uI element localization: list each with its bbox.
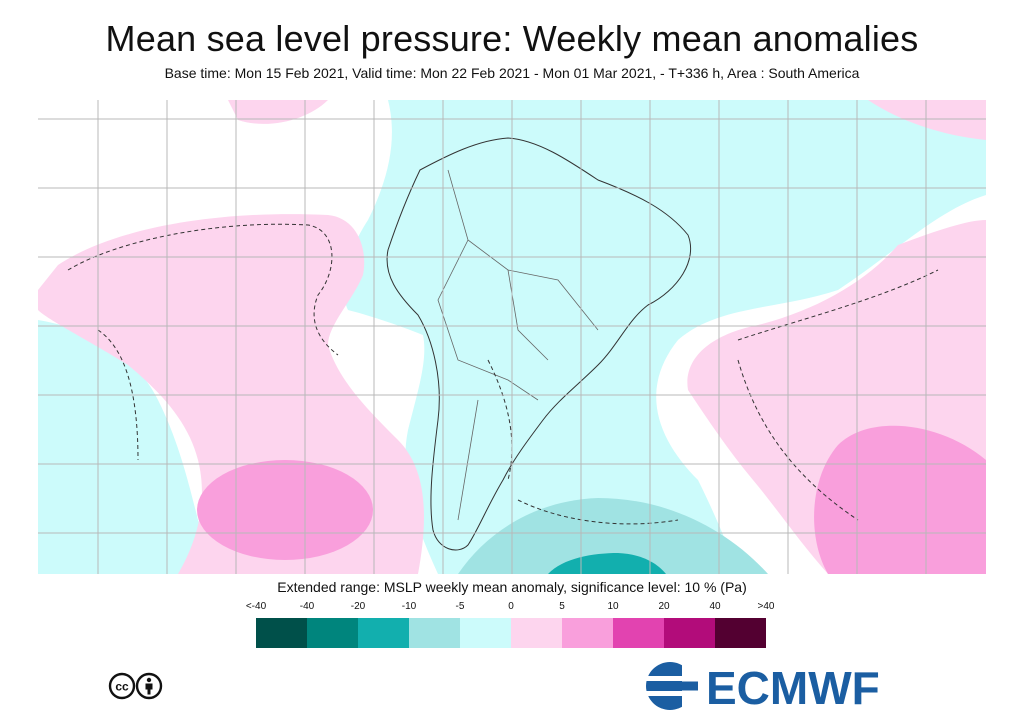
anomaly-core-atlantic: [814, 425, 986, 574]
anomaly-region-cyan: [188, 100, 986, 574]
legend-swatch: [511, 618, 562, 648]
anomaly-region-drake-10: [458, 498, 768, 574]
legend-tick: >40: [757, 601, 775, 612]
legend-tick: 5: [559, 601, 565, 612]
legend-tick: -5: [455, 601, 465, 612]
legend-tick: 10: [607, 601, 619, 612]
page-subtitle: Base time: Mon 15 Feb 2021, Valid time: …: [164, 65, 860, 81]
legend-swatch: [256, 618, 307, 648]
ecmwf-logo-text: ECMWF: [706, 662, 880, 712]
anomaly-region-cyan-west: [38, 320, 218, 574]
cc-by-icon[interactable]: cc: [108, 672, 164, 700]
anomaly-region-drake-20: [548, 553, 666, 574]
page-title: Mean sea level pressure: Weekly mean ano…: [105, 18, 919, 59]
legend-swatch: [307, 618, 358, 648]
dashed-significance-contours: [67, 223, 939, 525]
legend-swatch: [613, 618, 664, 648]
legend-swatch: [664, 618, 715, 648]
legend-swatch: [715, 618, 766, 648]
ecmwf-logo-mark: [646, 660, 698, 712]
legend-tick: 0: [508, 601, 514, 612]
map-graticule: [38, 100, 986, 574]
legend-swatch: [562, 618, 613, 648]
legend-tick: 40: [709, 601, 721, 612]
legend-tick: -20: [350, 601, 366, 612]
legend-color-bar: [256, 618, 766, 648]
country-borders: [437, 169, 599, 521]
legend-ticks: <-40 -40 -20 -10 -5 0 5 10 20 40 >40: [0, 601, 1024, 615]
legend-tick: <-40: [245, 601, 267, 612]
anomaly-region-pink-ne: [868, 100, 986, 140]
legend-tick: 20: [658, 601, 670, 612]
legend-swatch: [358, 618, 409, 648]
anomaly-region-pink-pacific-top: [228, 100, 328, 124]
legend-tick: -10: [401, 601, 417, 612]
legend-title: Extended range: MSLP weekly mean anomaly…: [277, 579, 747, 595]
legend-swatch: [460, 618, 511, 648]
ecmwf-logo[interactable]: ECMWF: [642, 660, 918, 712]
cc-text: cc: [115, 680, 129, 694]
anomaly-map: [38, 100, 986, 574]
legend-tick: -40: [299, 601, 315, 612]
anomaly-core-pacific: [197, 460, 373, 560]
legend-swatch: [409, 618, 460, 648]
